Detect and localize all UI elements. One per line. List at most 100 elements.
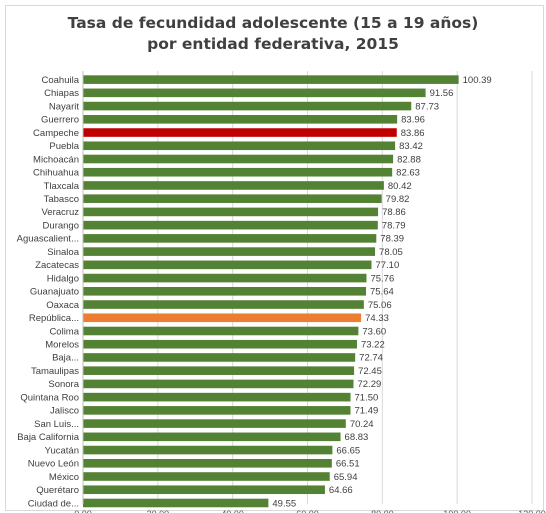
value-label: 71.50 <box>355 392 379 403</box>
bar <box>83 300 364 309</box>
category-label: Tabasco <box>44 194 79 205</box>
bar <box>83 472 330 481</box>
category-label: Quintana Roo <box>20 392 79 403</box>
value-label: 83.42 <box>399 141 423 152</box>
bar <box>83 194 382 203</box>
value-label: 73.22 <box>361 340 385 351</box>
value-label: 82.88 <box>397 154 421 165</box>
bar <box>83 339 357 349</box>
value-label: 78.79 <box>382 220 406 231</box>
category-label: Ciudad de... <box>28 498 79 509</box>
value-label: 71.49 <box>354 406 378 417</box>
value-label: 78.39 <box>380 234 404 245</box>
category-label: Coahuila <box>42 75 80 86</box>
x-tick-label: 40.00 <box>221 509 244 513</box>
category-label: Yucatán <box>45 445 79 456</box>
bar <box>83 498 269 508</box>
x-tick-label: 80.00 <box>371 509 394 513</box>
category-label: Baja... <box>52 353 79 364</box>
bar <box>83 353 356 362</box>
chart-frame <box>5 5 544 511</box>
chart-title-line-2: por entidad federativa, 2015 <box>147 35 399 53</box>
category-label: Chiapas <box>44 88 79 99</box>
x-tick-label: 120.00 <box>518 509 546 513</box>
category-label: Nayarit <box>49 101 79 112</box>
category-label: Sonora <box>48 379 79 390</box>
value-label: 83.96 <box>401 115 425 126</box>
category-label: Aguascalient... <box>17 234 79 245</box>
bar <box>83 286 367 296</box>
value-label: 72.74 <box>359 353 383 364</box>
category-label: Jalisco <box>50 406 79 417</box>
category-label: Guerrero <box>41 115 79 126</box>
x-tick-label: 0.00 <box>74 509 92 513</box>
bar <box>83 128 397 137</box>
value-label: 64.66 <box>329 485 353 496</box>
category-label: Chihuahua <box>33 168 80 179</box>
bar <box>83 458 332 468</box>
bar <box>83 326 359 336</box>
bar <box>83 220 378 230</box>
bar <box>83 207 379 217</box>
category-label: Morelos <box>45 340 79 351</box>
category-label: Hidalgo <box>47 273 79 284</box>
bar <box>83 154 394 164</box>
value-label: 66.65 <box>336 445 360 456</box>
value-label: 75.64 <box>370 287 394 298</box>
value-label: 80.42 <box>388 181 412 192</box>
value-label: 72.29 <box>357 379 381 390</box>
category-label: Michoacán <box>33 154 79 165</box>
bar <box>83 141 396 151</box>
bar <box>83 379 354 389</box>
value-label: 91.56 <box>430 88 454 99</box>
value-label: 72.45 <box>358 366 382 377</box>
value-label: 78.05 <box>379 247 403 258</box>
bar <box>83 445 333 455</box>
value-label: 66.51 <box>336 459 360 470</box>
category-label: Querétaro <box>36 485 79 496</box>
value-label: 73.60 <box>362 326 386 337</box>
value-label: 83.86 <box>401 128 425 139</box>
value-label: 68.83 <box>345 432 369 443</box>
category-label: República... <box>29 313 79 324</box>
value-label: 70.24 <box>350 419 374 430</box>
value-label: 49.55 <box>272 498 296 509</box>
category-label: México <box>49 472 79 483</box>
category-label: Durango <box>43 220 79 231</box>
bar <box>83 432 341 442</box>
bar <box>83 419 346 428</box>
value-label: 82.63 <box>396 168 420 179</box>
category-label: Colima <box>49 326 79 337</box>
bar <box>83 392 351 402</box>
category-label: Oaxaca <box>46 300 79 311</box>
bar <box>83 260 372 270</box>
chart-title-line-1: Tasa de fecundidad adolescente (15 a 19 … <box>67 14 479 32</box>
category-label: Veracruz <box>42 207 80 218</box>
category-label: Tlaxcala <box>44 181 80 192</box>
value-label: 65.94 <box>334 472 358 483</box>
x-tick-label: 100.00 <box>443 509 471 513</box>
value-label: 74.33 <box>365 313 389 324</box>
bar <box>83 234 377 243</box>
value-label: 75.06 <box>368 300 392 311</box>
category-label: Tamaulipas <box>31 366 79 377</box>
value-label: 78.86 <box>382 207 406 218</box>
bar <box>83 88 426 98</box>
category-label: Sinaloa <box>47 247 79 258</box>
value-label: 77.10 <box>375 260 399 271</box>
bar <box>83 181 384 190</box>
value-label: 79.82 <box>386 194 410 205</box>
bar <box>83 115 398 124</box>
category-label: Campeche <box>33 128 79 139</box>
bar <box>83 485 325 495</box>
bar <box>83 313 362 323</box>
x-tick-label: 20.00 <box>147 509 170 513</box>
bar <box>83 273 367 283</box>
value-label: 87.73 <box>415 101 439 112</box>
bar <box>83 75 459 84</box>
x-tick-label: 60.00 <box>296 509 319 513</box>
bar <box>83 247 376 256</box>
category-label: Baja California <box>17 432 79 443</box>
category-label: Zacatecas <box>35 260 79 271</box>
